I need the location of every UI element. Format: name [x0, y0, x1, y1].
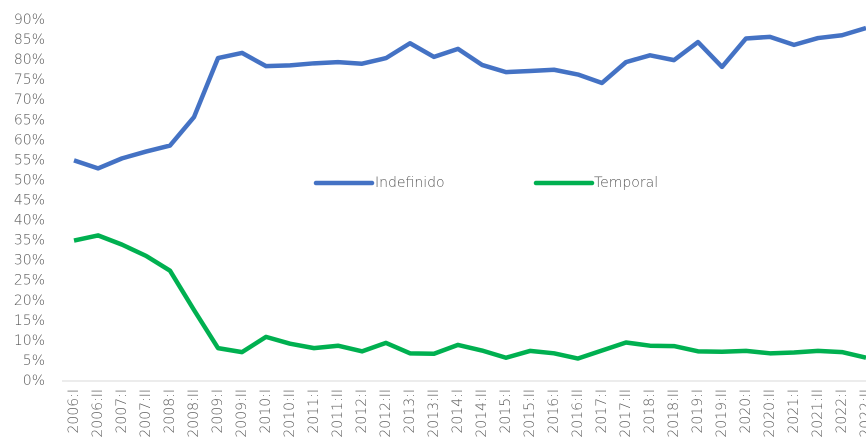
- y-tick-label: 20%: [14, 293, 45, 309]
- x-tick-label: 2014:I: [450, 389, 466, 433]
- x-tick-label: 2006:I: [66, 389, 82, 433]
- x-tick-label: 2008:II: [186, 389, 202, 438]
- x-tick-label: 2010:I: [258, 389, 274, 433]
- legend-label: Temporal: [594, 175, 658, 191]
- x-tick-label: 2018:II: [666, 389, 682, 438]
- x-tick-label: 2016:II: [570, 389, 586, 438]
- x-tick-label: 2014:II: [474, 389, 490, 438]
- x-tick-label: 2019:I: [690, 389, 706, 433]
- y-tick-label: 25%: [14, 273, 45, 289]
- y-tick-label: 60%: [14, 132, 45, 148]
- x-tick-label: 2018:I: [642, 389, 658, 433]
- x-tick-label: 2022:I: [834, 389, 850, 433]
- x-tick-label: 2017:II: [618, 389, 634, 438]
- x-tick-label: 2008:I: [162, 389, 178, 433]
- x-tick-label: 2012:II: [378, 389, 394, 438]
- y-tick-label: 5%: [23, 353, 45, 369]
- y-tick-label: 40%: [14, 213, 45, 229]
- x-tick-label: 2020:I: [738, 389, 754, 433]
- x-tick-label: 2012:I: [354, 389, 370, 433]
- y-tick-label: 0%: [23, 373, 45, 389]
- x-tick-label: 2020:II: [762, 389, 778, 438]
- x-tick-label: 2010:II: [282, 389, 298, 438]
- series-line: [73, 25, 866, 171]
- y-tick-label: 65%: [14, 112, 45, 128]
- y-tick-label: 85%: [14, 32, 45, 48]
- y-tick-label: 30%: [14, 253, 45, 269]
- y-tick-label: 10%: [14, 333, 45, 349]
- series-line: [73, 233, 866, 361]
- x-tick-label: 2015:I: [498, 389, 514, 433]
- x-tick-label: 2017:I: [594, 389, 610, 433]
- y-tick-label: 35%: [14, 233, 45, 249]
- x-tick-label: 2007:II: [138, 389, 154, 438]
- y-tick-label: 15%: [14, 313, 45, 329]
- y-tick-label: 55%: [14, 152, 45, 168]
- y-tick-label: 75%: [14, 72, 45, 88]
- x-tick-label: 2015:II: [522, 389, 538, 438]
- x-tick-label: 2009:I: [210, 389, 226, 433]
- x-tick-label: 2011:II: [330, 389, 346, 438]
- x-tick-label: 2022:II: [858, 389, 866, 438]
- x-tick-label: 2019:II: [714, 389, 730, 438]
- legend-label: Indefinido: [375, 175, 445, 191]
- y-tick-label: 45%: [14, 193, 45, 209]
- x-tick-label: 2009:II: [234, 389, 250, 438]
- x-tick-label: 2021:II: [810, 389, 826, 438]
- x-tick-label: 2013:I: [402, 389, 418, 433]
- y-tick-label: 70%: [14, 92, 45, 108]
- x-tick-label: 2006:II: [90, 389, 106, 438]
- y-tick-label: 90%: [14, 12, 45, 28]
- x-tick-label: 2016:I: [546, 389, 562, 433]
- x-tick-label: 2013:II: [426, 389, 442, 438]
- y-tick-label: 80%: [14, 52, 45, 68]
- x-tick-label: 2007:I: [114, 389, 130, 433]
- x-tick-label: 2021:I: [786, 389, 802, 433]
- y-tick-label: 50%: [14, 172, 45, 188]
- x-tick-label: 2011:I: [306, 389, 322, 433]
